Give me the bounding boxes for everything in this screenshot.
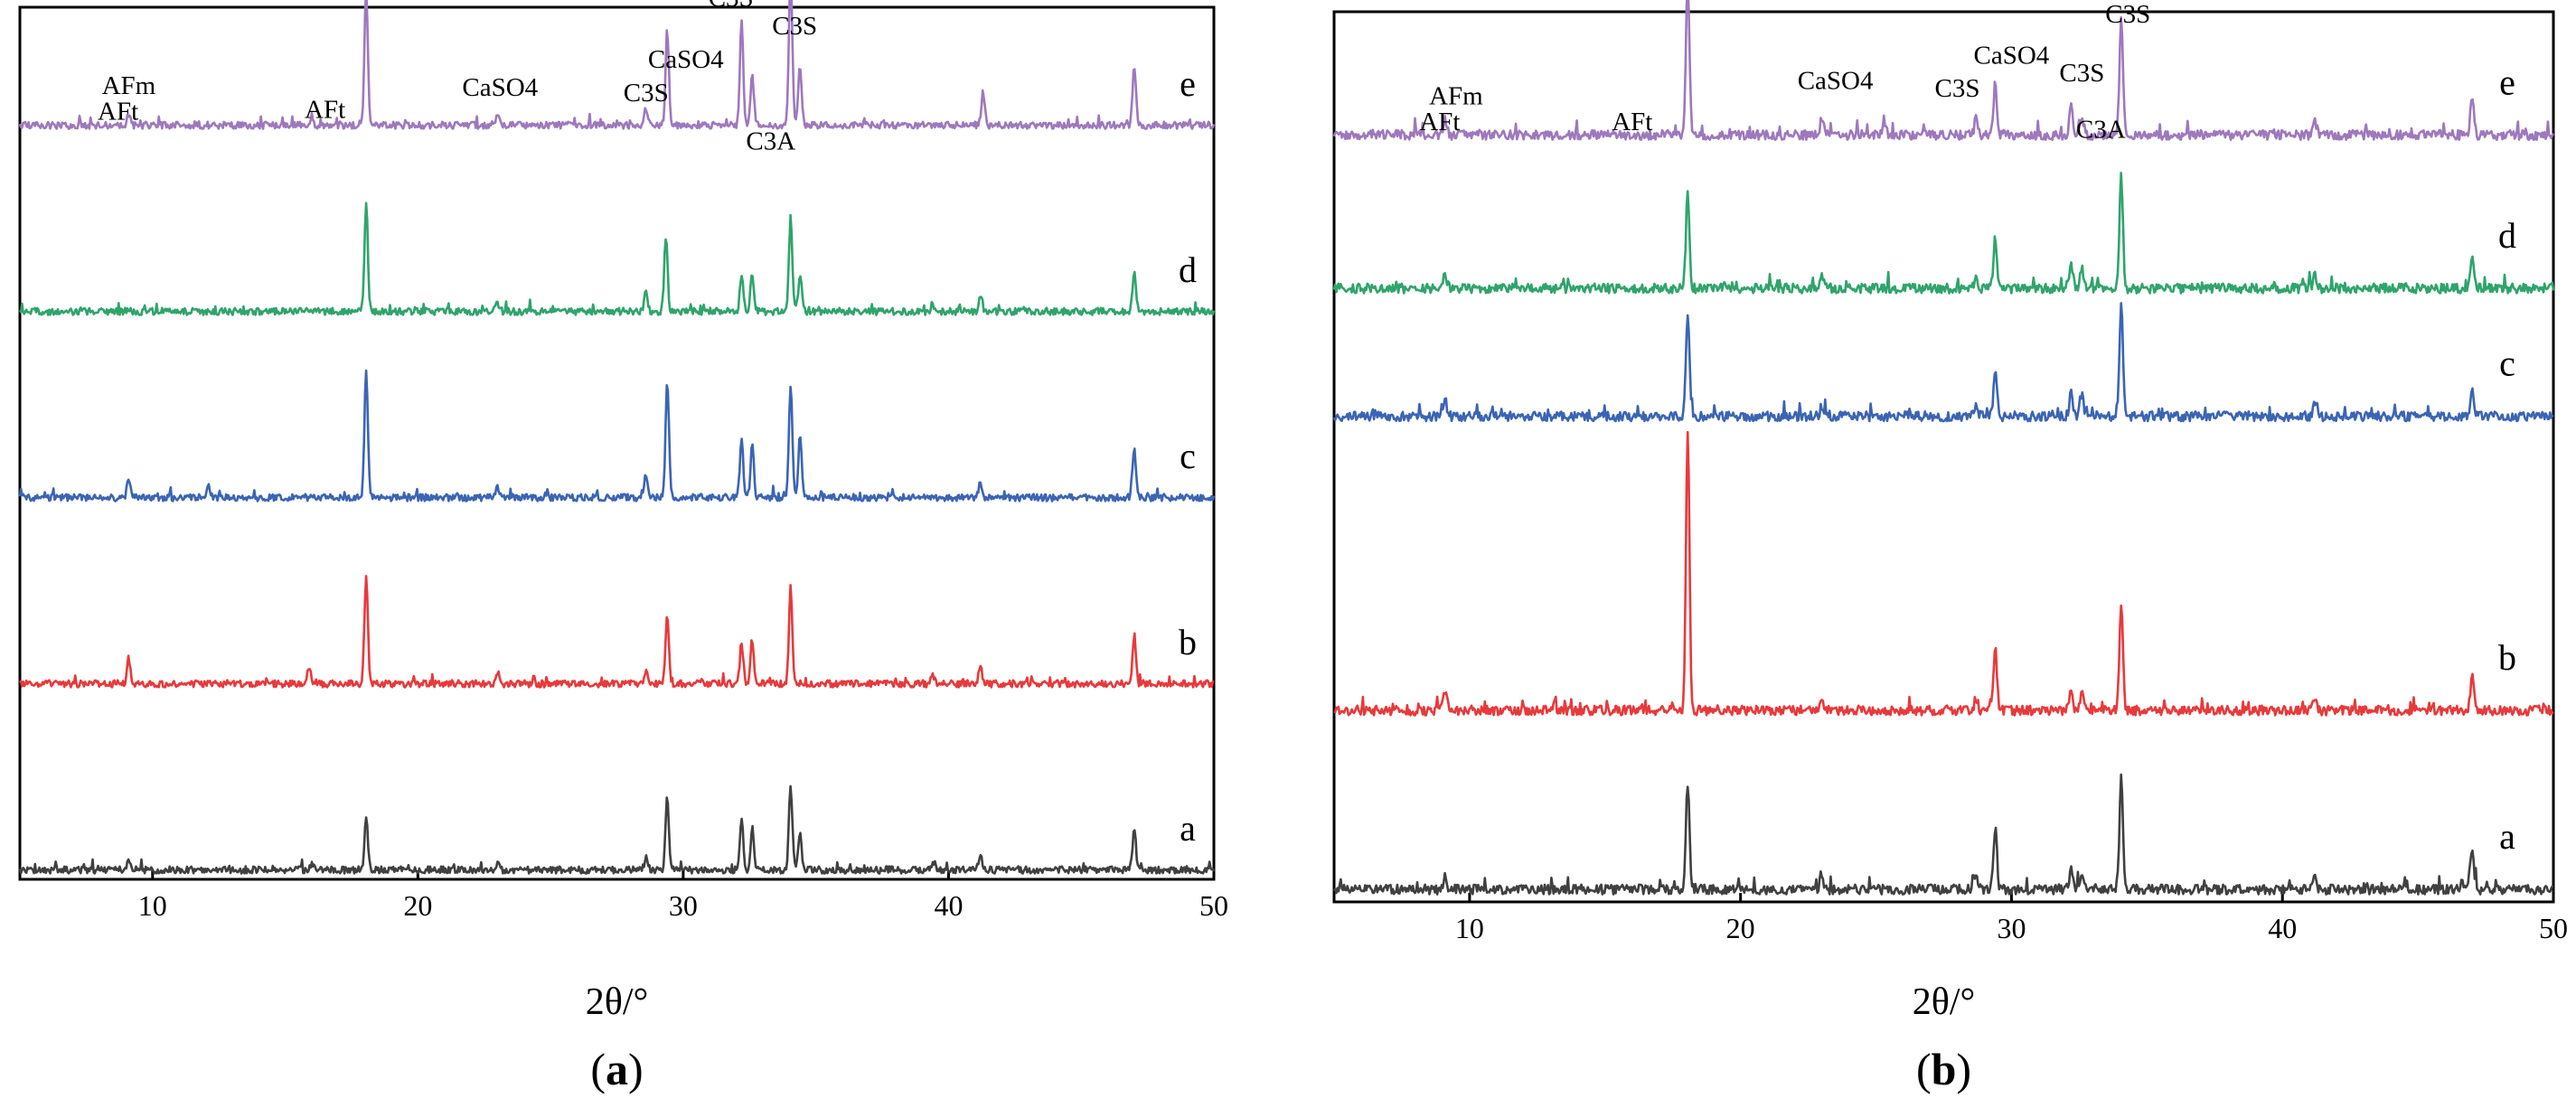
panel-label: (a) (590, 1044, 643, 1094)
panel-a: 1020304050abcdeAFtAFmAFtCHCaSO4C3SCaSO4C… (18, 0, 1228, 1094)
phase-annotation: CaSO4 (1974, 41, 2050, 70)
phase-annotation: AFt (1612, 108, 1652, 136)
x-tick-label: 50 (2539, 912, 2568, 944)
phase-annotation: AFt (1419, 108, 1460, 136)
series-label-b: b (2498, 637, 2516, 678)
x-tick-label: 20 (1726, 912, 1755, 944)
phase-annotation: AFm (102, 71, 156, 100)
series-line-a (18, 784, 1216, 875)
series-line-b (19, 575, 1215, 689)
x-axis-label: 2θ/° (1913, 981, 1976, 1023)
phase-annotation: C3A (746, 127, 795, 156)
phase-annotation: CH (357, 0, 393, 2)
phase-annotation: CaSO4 (462, 73, 538, 102)
phase-annotation: C3A (2076, 116, 2126, 145)
series-label-d: d (1179, 249, 1197, 290)
x-axis-label: 2θ/° (586, 981, 649, 1023)
series-line-d (1332, 172, 2555, 295)
x-tick-label: 20 (403, 889, 432, 922)
series-line-c (1332, 302, 2554, 423)
x-tick-label: 10 (138, 889, 167, 922)
phase-annotation: AFm (1429, 82, 1483, 111)
phase-annotation: C3S (2059, 59, 2104, 88)
panel-label: (b) (1916, 1044, 1971, 1094)
plot-frame (1332, 10, 2555, 904)
phase-annotation: CaSO4 (648, 45, 724, 74)
panel-b: 1020304050abcdeAFtAFmAFtCHCaSO4C3SCaSO4C… (1332, 0, 2568, 1094)
series-line-b (1333, 430, 2554, 717)
phase-annotation: C3S (1935, 74, 1980, 103)
x-tick-label: 30 (1997, 912, 2026, 944)
x-tick-label: 40 (934, 889, 963, 922)
series-line-d (18, 202, 1216, 316)
series-line-e (18, 0, 1216, 130)
x-tick-label: 40 (2268, 912, 2297, 944)
series-line-c (18, 369, 1216, 502)
phase-annotation: C3S (2105, 0, 2150, 29)
series-label-b: b (1179, 622, 1197, 662)
phase-annotation: C3S (709, 0, 754, 13)
series-line-a (1332, 773, 2554, 896)
series-line-e (1332, 0, 2555, 141)
series-label-d: d (2498, 215, 2516, 256)
x-tick-label: 30 (669, 889, 698, 922)
series-label-e: e (1180, 63, 1196, 104)
phase-annotation: AFt (98, 98, 138, 127)
series-label-a: a (2499, 816, 2515, 857)
x-tick-label: 50 (1199, 889, 1228, 922)
x-tick-label: 10 (1455, 912, 1484, 944)
series-label-e: e (2499, 61, 2515, 102)
series-label-c: c (2499, 343, 2515, 384)
phase-annotation: CaSO4 (1798, 67, 1874, 96)
plot-frame (18, 5, 1216, 881)
phase-annotation: C3S (772, 12, 817, 41)
series-label-c: c (1180, 436, 1196, 476)
phase-annotation: AFt (305, 96, 345, 125)
series-label-a: a (1180, 808, 1196, 849)
phase-annotation: C3S (624, 79, 669, 108)
